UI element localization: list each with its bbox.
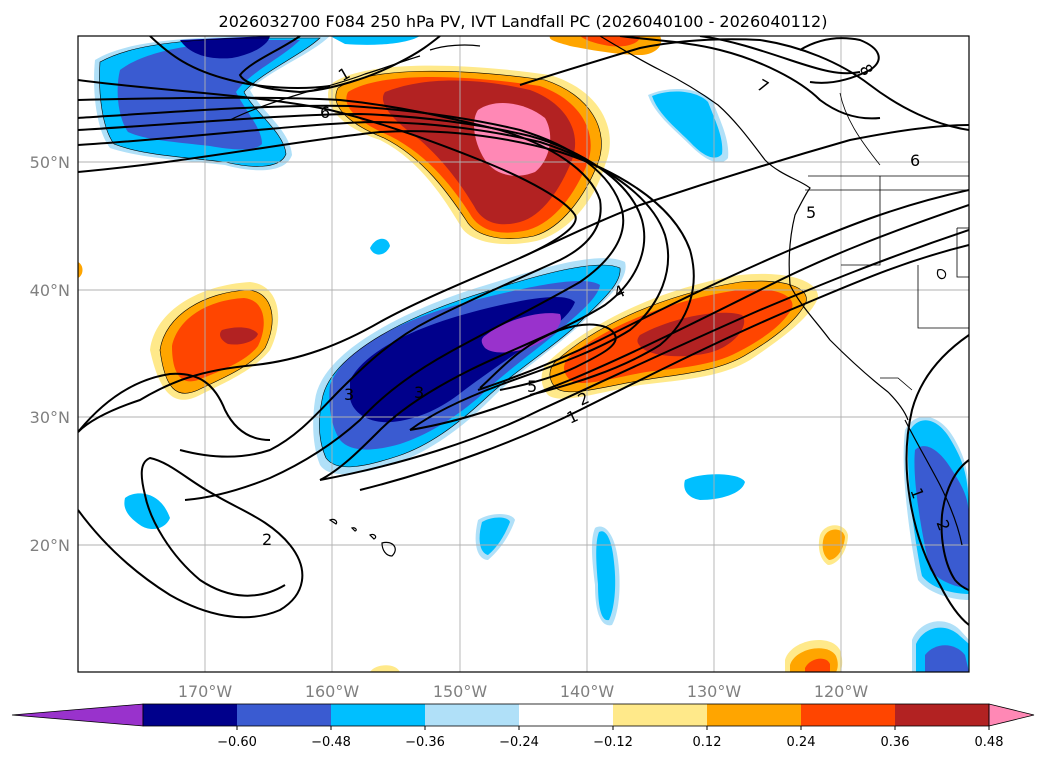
lat-label: 40°N — [30, 281, 70, 300]
lat-label: 50°N — [30, 153, 70, 172]
colorbar-segment — [237, 704, 331, 726]
contour-label: 6 — [910, 151, 920, 170]
colorbar-tick-label: 0.12 — [693, 735, 722, 750]
colorbar-tick-label: 0.24 — [787, 735, 816, 750]
colorbar-segment — [613, 704, 707, 726]
pv-negative-baja — [903, 416, 969, 672]
longitude-labels: 170°W 160°W 150°W 140°W 130°W 120°W — [178, 682, 869, 701]
contour-label: 6 — [320, 103, 330, 122]
colorbar-segment — [801, 704, 895, 726]
pv-negative-gulf-of-alaska — [648, 88, 729, 163]
colorbar-extend-low — [11, 703, 144, 727]
colorbar-segment — [707, 704, 801, 726]
pv-negative-aleutian — [94, 36, 420, 171]
contour-label: 3 — [344, 385, 354, 404]
lon-label: 130°W — [687, 682, 742, 701]
colorbar-segment — [331, 704, 425, 726]
colorbar-tick-label: 0.48 — [975, 735, 1004, 750]
pv-positive-jet-exit — [541, 273, 819, 399]
pv-negative-small-cells — [124, 474, 745, 626]
colorbar-tick-label: −0.24 — [499, 735, 539, 750]
contour-label: 2 — [262, 530, 272, 549]
colorbar-segment — [895, 704, 989, 726]
lat-label: 20°N — [30, 536, 70, 555]
pv-positive-subtropical-west — [150, 282, 279, 400]
colorbar-tick-label: −0.12 — [593, 735, 633, 750]
graticule — [78, 36, 969, 672]
borders — [805, 92, 969, 391]
colorbar-tick-label: −0.48 — [311, 735, 351, 750]
map-frame — [77, 35, 970, 673]
colorbar-tick-label: −0.36 — [405, 735, 445, 750]
ivt-contours — [78, 36, 969, 626]
contour-label: 3 — [414, 383, 424, 402]
lon-label: 150°W — [433, 682, 488, 701]
contour-label: 5 — [527, 377, 537, 396]
contour-label: 5 — [806, 203, 816, 222]
colorbar-extend-high — [988, 703, 1035, 727]
pv-outline — [99, 37, 807, 468]
colorbar-segment — [143, 704, 237, 726]
latitude-labels: 50°N 40°N 30°N 20°N — [30, 153, 70, 555]
lon-label: 140°W — [560, 682, 615, 701]
lon-label: 170°W — [178, 682, 233, 701]
map-panel: 1 6 7 8 6 5 4 5 2 1 3 3 2 1 2 — [78, 36, 969, 672]
lon-label: 160°W — [305, 682, 360, 701]
colorbar-segment — [519, 704, 613, 726]
colorbar-frame — [142, 703, 990, 727]
lat-label: 30°N — [30, 408, 70, 427]
colorbar: −0.60 −0.48 −0.36 −0.24 −0.12 0.12 0.24 0.36 0.4… — [11, 703, 1035, 750]
lon-label: 120°W — [814, 682, 869, 701]
colorbar-tick-label: −0.60 — [217, 735, 257, 750]
colorbar-tick-label: 0.36 — [881, 735, 910, 750]
colorbar-segment — [425, 704, 519, 726]
figure-title: 2026032700 F084 250 hPa PV, IVT Landfall… — [219, 12, 828, 31]
